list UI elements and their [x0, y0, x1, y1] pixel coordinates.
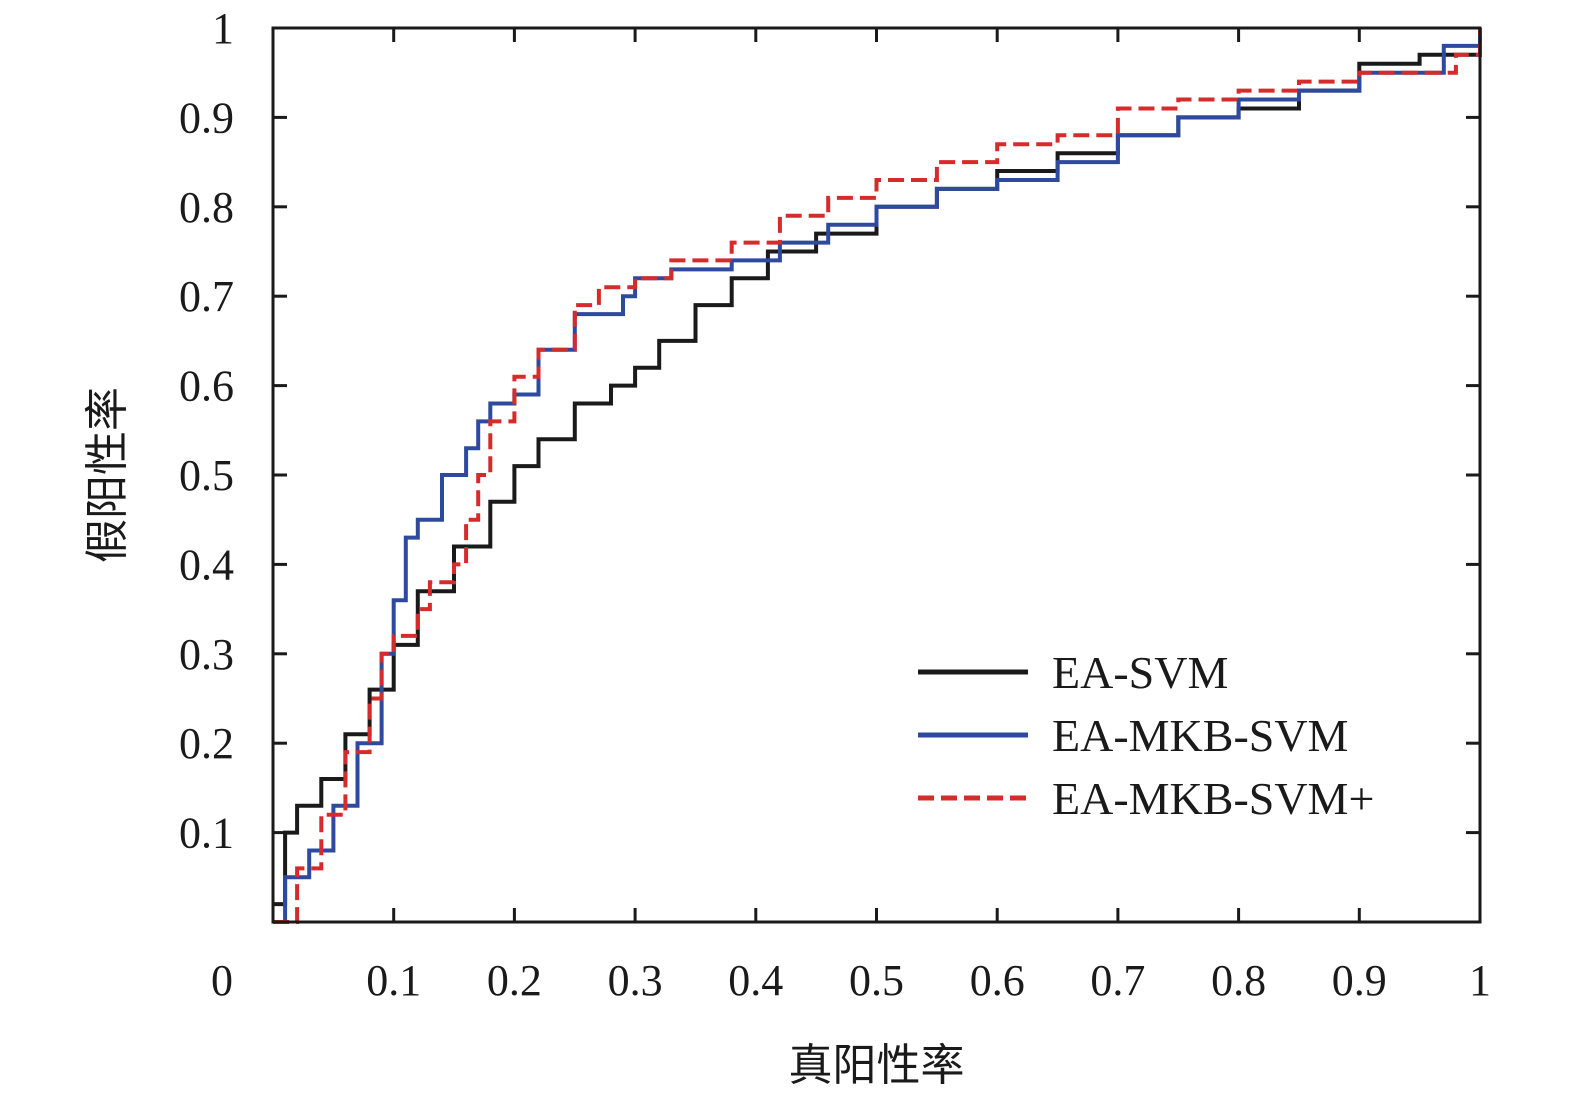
y-tick-label: 0.9: [179, 93, 234, 142]
legend-label-2: EA-MKB-SVM+: [1052, 773, 1374, 824]
x-tick-label: 1: [1469, 956, 1491, 1005]
x-tick-label: 0.7: [1090, 956, 1145, 1005]
y-tick-label: 0.2: [179, 719, 234, 768]
y-tick-label: 1: [212, 4, 234, 53]
x-tick-label: 0.2: [487, 956, 542, 1005]
y-tick-label: 0.7: [179, 272, 234, 321]
y-tick-label: 0.6: [179, 362, 234, 411]
x-tick-label: 0.9: [1332, 956, 1387, 1005]
series-layer: [273, 28, 1482, 924]
x-tick-label: 0.4: [728, 956, 783, 1005]
y-tick-label: 0.8: [179, 183, 234, 232]
y-tick-label: 0.5: [179, 451, 234, 500]
y-axis-title: 假阳性率: [82, 387, 133, 563]
x-tick-label: 0.8: [1211, 956, 1266, 1005]
x-tick-label: 0.5: [849, 956, 904, 1005]
y-tick-label: 0.3: [179, 630, 234, 679]
x-tick-label: 0.6: [970, 956, 1025, 1005]
series-line-1: [273, 28, 1482, 924]
legend: EA-SVM EA-MKB-SVM EA-MKB-SVM+: [918, 647, 1374, 824]
axis-layer: 0 0.1 0.2 0.3 0.4 0.5 0.6 0.7 0.8 0.9 1 0.1 0.2 0.3 0.…: [179, 4, 1491, 1005]
x-tick-label: 0.3: [608, 956, 663, 1005]
series-line-2: [273, 28, 1482, 924]
x-tick-label: 0: [211, 956, 233, 1005]
y-tick-label: 0.4: [179, 540, 234, 589]
legend-label-0: EA-SVM: [1052, 647, 1228, 698]
legend-label-1: EA-MKB-SVM: [1052, 710, 1348, 761]
y-tick-label: 0.1: [179, 809, 234, 858]
x-tick-label: 0.1: [366, 956, 421, 1005]
x-axis-title: 真阳性率: [789, 1040, 965, 1091]
